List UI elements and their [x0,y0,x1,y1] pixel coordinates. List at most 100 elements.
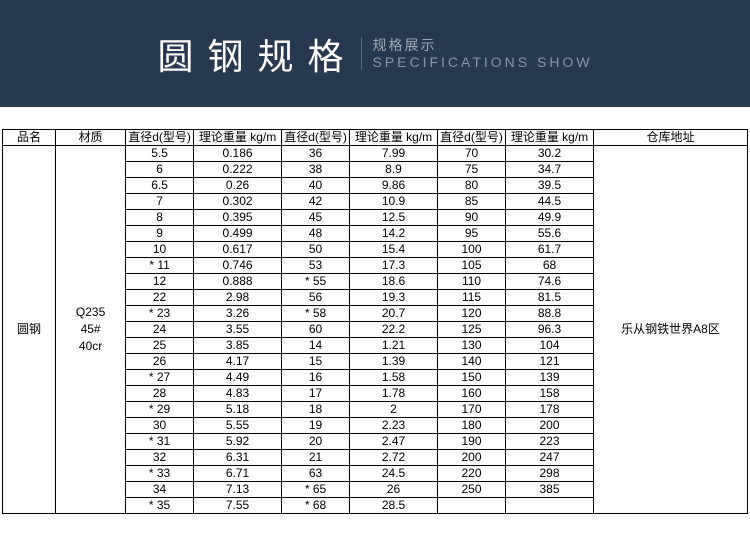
cell-w1: 0.617 [194,242,282,258]
cell-w3: 68 [505,258,593,274]
cell-d1: 8 [126,210,194,226]
material-line: 45# [56,321,125,338]
title-main: 圆钢规格 [157,28,357,80]
cell-d3: 160 [438,386,506,402]
cell-d1: * 11 [126,258,194,274]
cell-d1: * 33 [126,466,194,482]
cell-d3: 80 [438,178,506,194]
cell-d3: 140 [438,354,506,370]
cell-w3: 34.7 [505,162,593,178]
col-warehouse: 仓库地址 [594,130,748,146]
cell-d1: * 29 [126,402,194,418]
cell-w2: 7.99 [349,146,437,162]
cell-w2: 1.39 [349,354,437,370]
cell-d1: 28 [126,386,194,402]
col-w2: 理论重量 kg/m [349,130,437,146]
cell-w2: 26 [349,482,437,498]
cell-w3: 385 [505,482,593,498]
cell-d2: 60 [282,322,350,338]
cell-w1: 4.83 [194,386,282,402]
cell-d2: 15 [282,354,350,370]
cell-w3: 44.5 [505,194,593,210]
cell-d1: * 31 [126,434,194,450]
title-sub-cn: 规格展示 [372,37,592,54]
cell-d2: 48 [282,226,350,242]
cell-w3: 88.8 [505,306,593,322]
cell-w3: 81.5 [505,290,593,306]
cell-w2: 2.47 [349,434,437,450]
cell-w1: 0.888 [194,274,282,290]
cell-d3: 130 [438,338,506,354]
cell-w3: 298 [505,466,593,482]
cell-d3: 190 [438,434,506,450]
cell-w1: 0.302 [194,194,282,210]
cell-d3: 250 [438,482,506,498]
cell-d1: 32 [126,450,194,466]
cell-d1: * 27 [126,370,194,386]
cell-w2: 1.58 [349,370,437,386]
cell-d1: 12 [126,274,194,290]
material-line: Q235 [56,304,125,321]
cell-d2: 50 [282,242,350,258]
cell-product-name: 圆钢 [3,146,56,514]
cell-w2: 24.5 [349,466,437,482]
cell-d1: 22 [126,290,194,306]
table-row: 圆钢Q23545#40cr5.50.186367.997030.2乐从钢铁世界A… [3,146,748,162]
cell-w1: 0.186 [194,146,282,162]
cell-w3: 247 [505,450,593,466]
cell-d2: 63 [282,466,350,482]
cell-material: Q23545#40cr [56,146,126,514]
cell-w1: 7.13 [194,482,282,498]
cell-w3: 61.7 [505,242,593,258]
cell-d3: 85 [438,194,506,210]
cell-d1: 5.5 [126,146,194,162]
cell-d1: 7 [126,194,194,210]
cell-w2: 8.9 [349,162,437,178]
cell-w2: 19.3 [349,290,437,306]
cell-d1: 10 [126,242,194,258]
cell-w1: 6.31 [194,450,282,466]
cell-w3: 96.3 [505,322,593,338]
cell-w3: 74.6 [505,274,593,290]
cell-w3: 55.6 [505,226,593,242]
spec-table: 品名 材质 直径d(型号) 理论重量 kg/m 直径d(型号) 理论重量 kg/… [2,129,748,514]
cell-d3: 75 [438,162,506,178]
cell-d3: 180 [438,418,506,434]
cell-d1: 26 [126,354,194,370]
cell-w3 [505,498,593,514]
cell-w1: 5.18 [194,402,282,418]
cell-w2: 17.3 [349,258,437,274]
header-banner: 圆钢规格 规格展示 SPECIFICATIONS SHOW [0,0,750,107]
cell-d2: 40 [282,178,350,194]
cell-w2: 28.5 [349,498,437,514]
cell-d3: 115 [438,290,506,306]
cell-d1: 34 [126,482,194,498]
cell-w3: 104 [505,338,593,354]
cell-d2: 20 [282,434,350,450]
cell-w2: 2 [349,402,437,418]
cell-w3: 121 [505,354,593,370]
col-w1: 理论重量 kg/m [194,130,282,146]
cell-d2: 36 [282,146,350,162]
cell-d2: 18 [282,402,350,418]
cell-d1: 6 [126,162,194,178]
cell-w3: 139 [505,370,593,386]
cell-d3: 150 [438,370,506,386]
material-line: 40cr [56,338,125,355]
cell-d3: 70 [438,146,506,162]
cell-d3: 200 [438,450,506,466]
cell-d1: 25 [126,338,194,354]
cell-w1: 0.499 [194,226,282,242]
cell-w3: 49.9 [505,210,593,226]
cell-w1: 4.49 [194,370,282,386]
cell-d2: * 68 [282,498,350,514]
title-sub: 规格展示 SPECIFICATIONS SHOW [361,37,592,71]
cell-d2: * 65 [282,482,350,498]
cell-w1: 0.26 [194,178,282,194]
cell-w2: 10.9 [349,194,437,210]
cell-w2: 1.78 [349,386,437,402]
cell-w3: 223 [505,434,593,450]
cell-d2: 42 [282,194,350,210]
cell-w3: 200 [505,418,593,434]
cell-w2: 2.23 [349,418,437,434]
